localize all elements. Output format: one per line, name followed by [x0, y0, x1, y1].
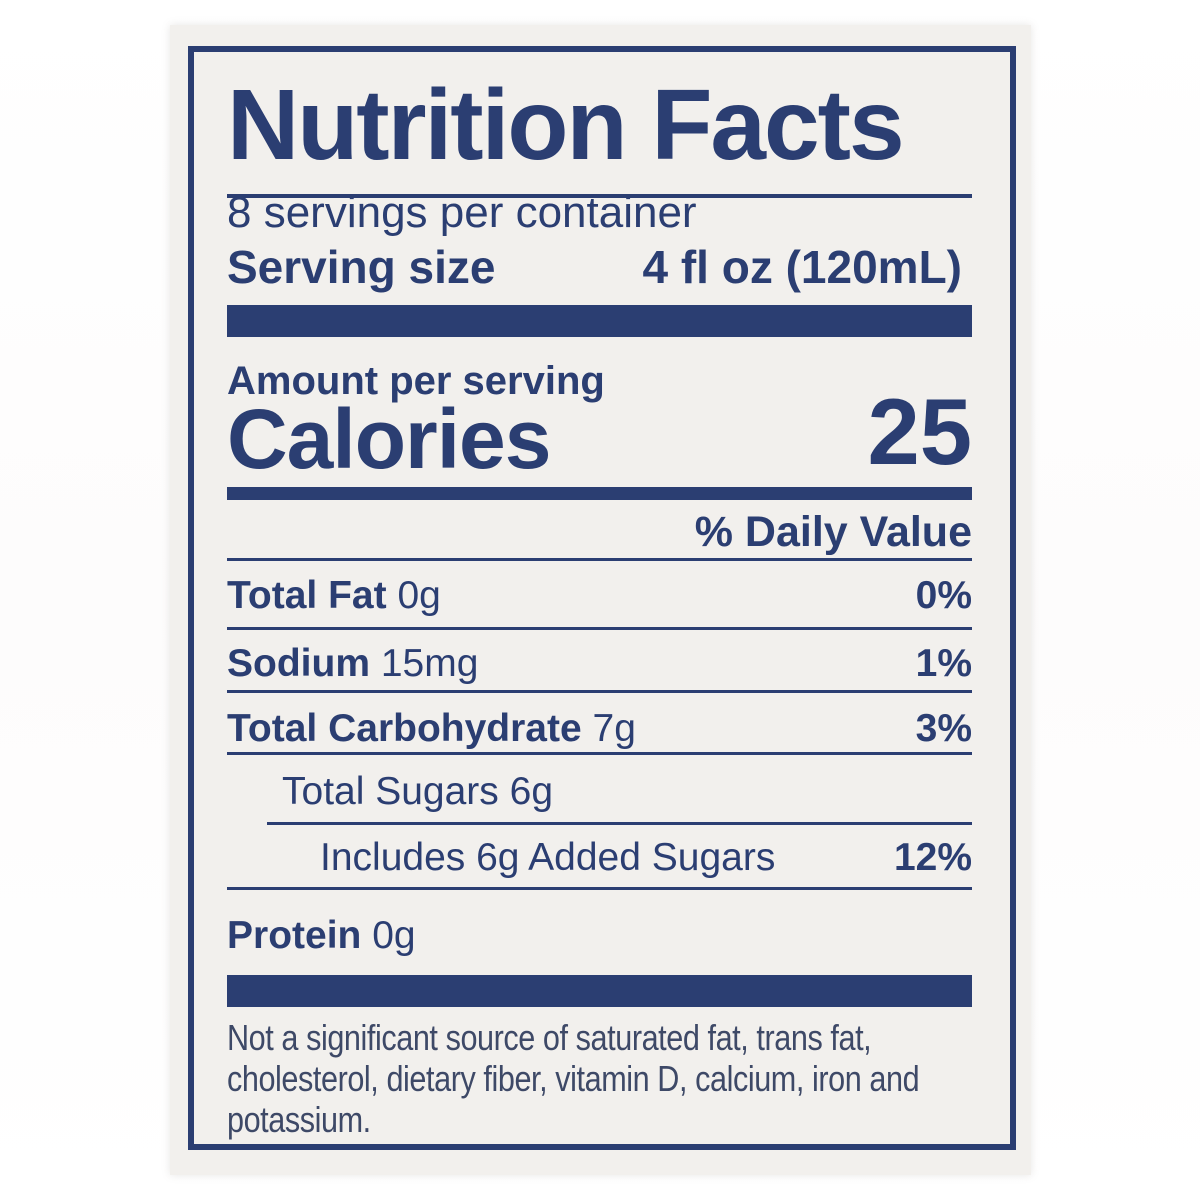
nutrient-name: Total Fat: [227, 574, 387, 617]
nutrient-name-and-amount: Total Sugars 6g: [282, 770, 554, 814]
nutrient-row-protein: Protein 0g: [227, 914, 972, 958]
thick-divider-bottom: [227, 975, 972, 1007]
medium-divider: [227, 487, 972, 500]
nutrient-name: Sodium: [227, 642, 370, 685]
nutrient-amount: 15mg: [380, 642, 479, 685]
row-divider: [227, 690, 972, 693]
nutrient-name-and-amount: Sodium 15mg: [227, 642, 479, 686]
thick-divider-top: [227, 305, 972, 337]
calories-value: 25: [867, 379, 972, 484]
daily-value-percent: 12%: [893, 836, 972, 879]
row-divider: [227, 887, 972, 890]
nutrient-row-sodium: Sodium 15mg 1%: [227, 642, 972, 686]
daily-value-percent: 0%: [915, 574, 972, 617]
nutrient-name: Protein: [227, 914, 362, 957]
nutrition-label-card: Nutrition Facts 8 servings per container…: [170, 25, 1031, 1175]
calories-label: Calories: [227, 392, 551, 486]
serving-size-value: 4 fl oz (120mL): [642, 241, 962, 293]
nutrient-amount: 0g: [397, 574, 441, 617]
daily-value-header: % Daily Value: [694, 508, 972, 556]
nutrient-row-added-sugars: Includes 6g Added Sugars 12%: [227, 836, 972, 880]
nutrient-name: Total Sugars: [282, 770, 499, 813]
amount-per-serving-label: Amount per serving: [227, 359, 605, 403]
daily-value-divider: [227, 558, 972, 561]
daily-value-percent: 1%: [915, 642, 972, 685]
row-divider-indented: [267, 822, 972, 825]
daily-value-percent: 3%: [915, 707, 972, 750]
row-divider: [227, 627, 972, 630]
nutrient-name-and-amount: Total Fat 0g: [227, 574, 441, 618]
label-title: Nutrition Facts: [227, 69, 905, 181]
serving-size-row: Serving size 4 fl oz (120mL): [227, 241, 962, 294]
nutrient-amount: 7g: [592, 707, 636, 750]
row-divider: [227, 752, 972, 755]
label-border-frame: [188, 46, 1016, 1150]
nutrient-amount: 6g: [509, 770, 554, 813]
nutrient-row-total-fat: Total Fat 0g 0%: [227, 574, 972, 618]
nutrient-name-and-amount: Protein 0g: [227, 914, 416, 958]
nutrient-name: Includes 6g Added Sugars: [320, 836, 776, 879]
footnote-text: Not a significant source of saturated fa…: [227, 1017, 920, 1140]
servings-per-container: 8 servings per container: [227, 188, 697, 237]
nutrient-name: Total Carbohydrate: [227, 707, 582, 750]
nutrient-name-and-amount: Total Carbohydrate 7g: [227, 707, 636, 751]
nutrient-row-total-sugars: Total Sugars 6g: [227, 770, 972, 814]
nutrient-amount: 0g: [372, 914, 416, 957]
nutrient-row-total-carbohydrate: Total Carbohydrate 7g 3%: [227, 707, 972, 751]
title-divider: [227, 194, 972, 198]
serving-size-label: Serving size: [227, 241, 496, 293]
